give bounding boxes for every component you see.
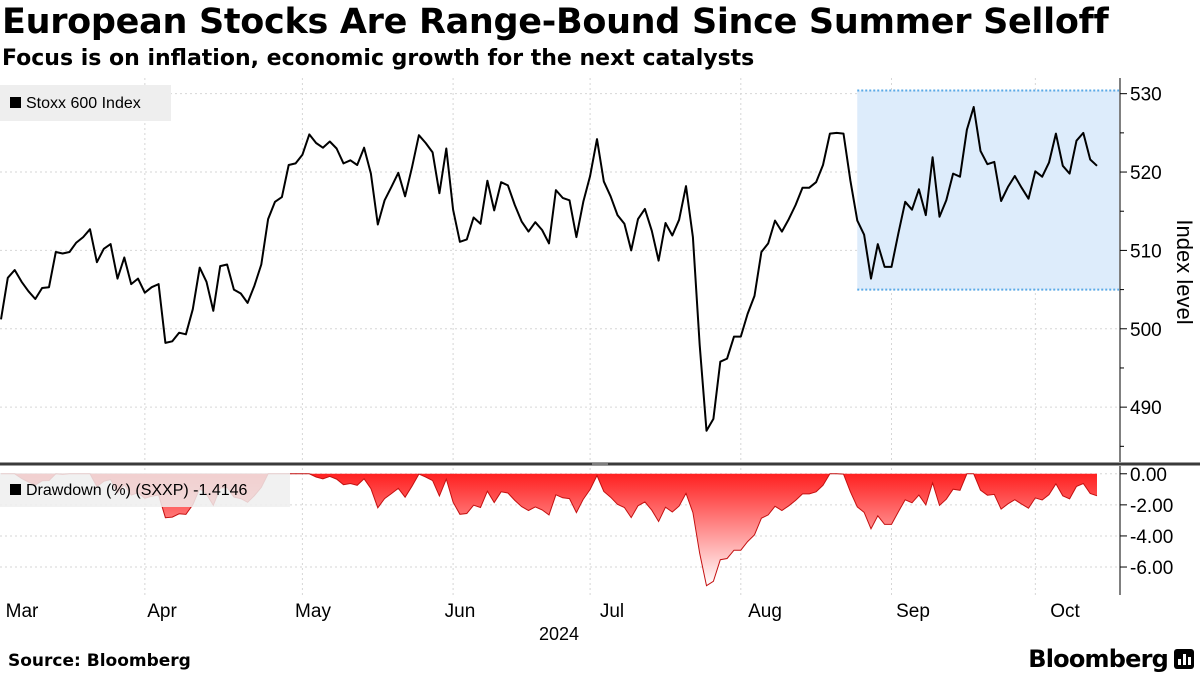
main-legend (0, 85, 171, 121)
drawdown-legend-label: Drawdown (%) (SXXP) -1.4146 (26, 482, 248, 499)
drawdown-legend-swatch (10, 484, 21, 495)
bloomberg-logo: Bloomberg (1028, 645, 1169, 673)
x-tick-label-aug: Aug (748, 601, 782, 622)
x-tick-label-mar: Mar (6, 601, 39, 622)
y-tick-label: 520 (1130, 163, 1162, 184)
chart-canvas: 490 500 510 520 530 0.00 -2.00 -4.00 -6.00 Mar A… (0, 78, 1200, 640)
x-tick-label-jun: Jun (445, 601, 476, 622)
bloomberg-terminal-icon (1174, 649, 1194, 669)
x-tick-label-may: May (295, 601, 331, 622)
source-note: Source: Bloomberg (8, 651, 191, 671)
y-tick-label: 500 (1130, 320, 1162, 341)
dd-tick-label: -2.00 (1130, 496, 1173, 517)
dd-tick-label: 0.00 (1130, 465, 1167, 486)
dd-tick-label: -4.00 (1130, 527, 1173, 548)
x-tick-label-apr: Apr (147, 601, 177, 622)
drawdown-legend (0, 473, 290, 507)
drawdown-line (1, 473, 1098, 587)
drawdown-y-ticks: 0.00 -2.00 -4.00 -6.00 (1120, 465, 1173, 579)
main-y-ticks: 490 500 510 520 530 (1120, 85, 1162, 447)
range-highlight (857, 90, 1119, 290)
x-axis-year: 2024 (539, 624, 579, 640)
chart-title: European Stocks Are Range-Bound Since Su… (2, 2, 1109, 42)
x-tick-label-jul: Jul (600, 601, 624, 622)
drawdown-area (1, 473, 1097, 586)
x-axis-ticks: Mar Apr May Jun Jul Aug Sep Oct (6, 601, 1081, 622)
stoxx-600-series-line (0, 106, 1098, 432)
x-tick-label-sep: Sep (896, 601, 930, 622)
main-legend-swatch (10, 97, 21, 108)
main-legend-label: Stoxx 600 Index (26, 95, 141, 112)
dd-tick-label: -6.00 (1130, 558, 1173, 579)
y-axis-label: Index level (1172, 219, 1197, 324)
y-tick-label: 530 (1130, 85, 1162, 106)
x-tick-label-oct: Oct (1050, 601, 1080, 622)
chart-subtitle: Focus is on inflation, economic growth f… (2, 46, 755, 71)
y-tick-label: 510 (1130, 241, 1162, 262)
y-tick-label: 490 (1130, 398, 1162, 419)
